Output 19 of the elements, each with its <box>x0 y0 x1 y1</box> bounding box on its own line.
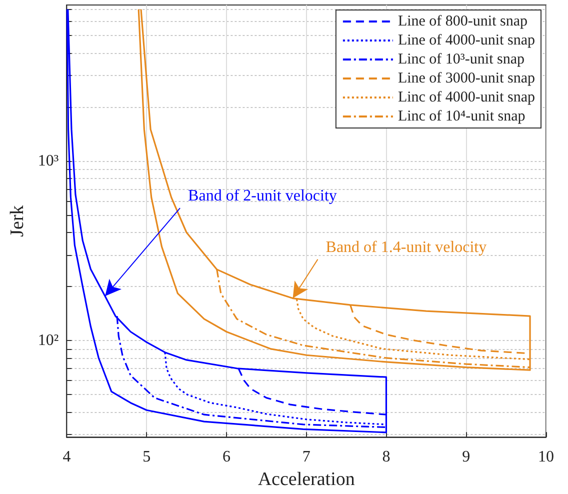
x-tick-label: 8 <box>382 448 390 466</box>
x-tick-label: 10 <box>538 448 554 466</box>
legend-label: Linc of 10⁴-unit snap <box>398 108 526 124</box>
x-tick-label: 9 <box>462 448 470 466</box>
x-tick-label: 7 <box>302 448 310 466</box>
y-tick-label: 10³ <box>38 152 59 170</box>
legend-label: Linc of 10³-unit snap <box>398 52 525 68</box>
y-axis-title: Jerk <box>7 204 28 237</box>
annotation: Band of 2-unit velocity <box>188 188 337 205</box>
x-axis-title: Acceleration <box>258 469 356 490</box>
legend-label: Linc of 4000-unit snap <box>398 90 536 106</box>
x-tick-label: 5 <box>142 448 151 466</box>
x-tick-label: 4 <box>62 448 71 466</box>
x-tick-label: 6 <box>222 448 230 466</box>
annotation: Band of 1.4-unit velocity <box>326 238 487 256</box>
legend-label: Line of 800-unit snap <box>398 14 528 30</box>
legend-label: Line of 3000-unit snap <box>398 70 536 86</box>
legend-label: Line of 4000-unit snap <box>398 32 536 48</box>
y-tick-label: 10² <box>38 332 59 350</box>
